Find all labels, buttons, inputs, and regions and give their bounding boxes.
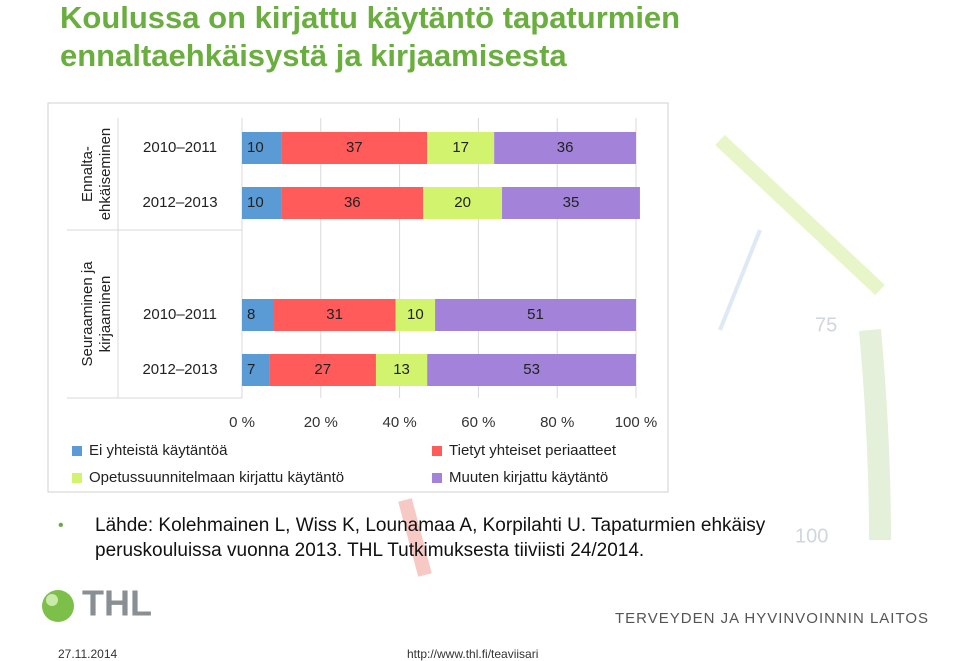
data-label: 31 [326, 306, 343, 323]
gauge-deco [718, 229, 762, 331]
bar-segment [281, 132, 428, 164]
y-tick-label: 2012–2013 [142, 361, 217, 378]
group-label: Ennalta- [79, 146, 96, 202]
bar-segment [242, 187, 282, 219]
legend-label: Tietyt yhteiset periaatteet [449, 442, 617, 459]
legend-swatch [72, 473, 82, 483]
chart-frame [47, 102, 669, 493]
background-label: 75 [815, 314, 837, 336]
x-tick-label: 60 % [461, 414, 495, 431]
gauge-deco [398, 498, 432, 577]
data-label: 20 [454, 194, 471, 211]
bar-segment [423, 187, 503, 219]
data-label: 10 [247, 194, 264, 211]
y-tick-label: 2010–2011 [143, 306, 217, 323]
organization: TERVEYDEN JA HYVINVOINNIN LAITOS [615, 610, 929, 627]
legend-label: Opetussuunnitelmaan kirjattu käytäntö [89, 469, 344, 486]
title-line: Koulussa on kirjattu käytäntö tapaturmie… [60, 0, 680, 35]
gauge-deco [859, 329, 891, 541]
bar-segment [242, 299, 274, 331]
background-label: 100 [795, 525, 828, 547]
logo-text: THL [82, 583, 152, 624]
y-tick-label: 2012–2013 [142, 194, 217, 211]
legend-swatch [72, 446, 82, 456]
data-label: 36 [344, 194, 361, 211]
bar-segment [494, 132, 636, 164]
title-line: ennaltaehkäisystä ja kirjaamisesta [60, 38, 567, 73]
x-tick-label: 20 % [304, 414, 338, 431]
x-tick-label: 40 % [382, 414, 416, 431]
chart: 0 % 20 % 40 % 60 % 80 % 100 % Ennalta-ehkäisem… [67, 118, 657, 486]
data-label: 13 [393, 361, 410, 378]
data-label: 53 [523, 361, 540, 378]
bar-segment [273, 299, 396, 331]
bar-segment [242, 132, 282, 164]
data-label: 10 [247, 139, 264, 156]
data-label: 35 [563, 194, 580, 211]
bar-segment [435, 299, 636, 331]
source-text: Lähde: Kolehmainen L, Wiss K, Lounamaa A… [95, 515, 766, 561]
bar-segment [242, 354, 270, 386]
x-tick-label: 80 % [540, 414, 574, 431]
bullet: • [58, 517, 64, 534]
data-label: 51 [527, 306, 544, 323]
legend-label: Ei yhteistä käytäntöä [89, 442, 228, 459]
footer-url: http://www.thl.fi/teaviisari [407, 647, 538, 661]
footer-date: 27.11.2014 [58, 647, 117, 661]
x-tick-label: 100 % [615, 414, 658, 431]
data-label: 17 [452, 139, 469, 156]
bar-segment [502, 187, 640, 219]
gauge-deco [715, 134, 885, 296]
logo-icon [46, 594, 58, 606]
data-label: 37 [346, 139, 363, 156]
logo-icon [42, 590, 74, 622]
data-label: 10 [407, 306, 424, 323]
data-label: 36 [557, 139, 574, 156]
group-label: Seuraaminen ja [79, 261, 96, 367]
bar-segment [375, 354, 428, 386]
bar-segment [395, 299, 436, 331]
bar-segment [427, 354, 636, 386]
footer-bar [0, 646, 960, 661]
data-label: 7 [247, 361, 255, 378]
legend-label: Muuten kirjattu käytäntö [449, 469, 608, 486]
legend-swatch [432, 446, 442, 456]
bar-segment [269, 354, 376, 386]
data-label: 8 [247, 306, 255, 323]
legend-swatch [432, 473, 442, 483]
data-label: 27 [314, 361, 331, 378]
x-tick-label: 0 % [229, 414, 255, 431]
bar-segment [427, 132, 495, 164]
group-label: ehkäiseminen [97, 128, 114, 221]
group-label: kirjaaminen [97, 276, 114, 353]
bar-segment [281, 187, 424, 219]
y-tick-label: 2010–2011 [143, 139, 217, 156]
